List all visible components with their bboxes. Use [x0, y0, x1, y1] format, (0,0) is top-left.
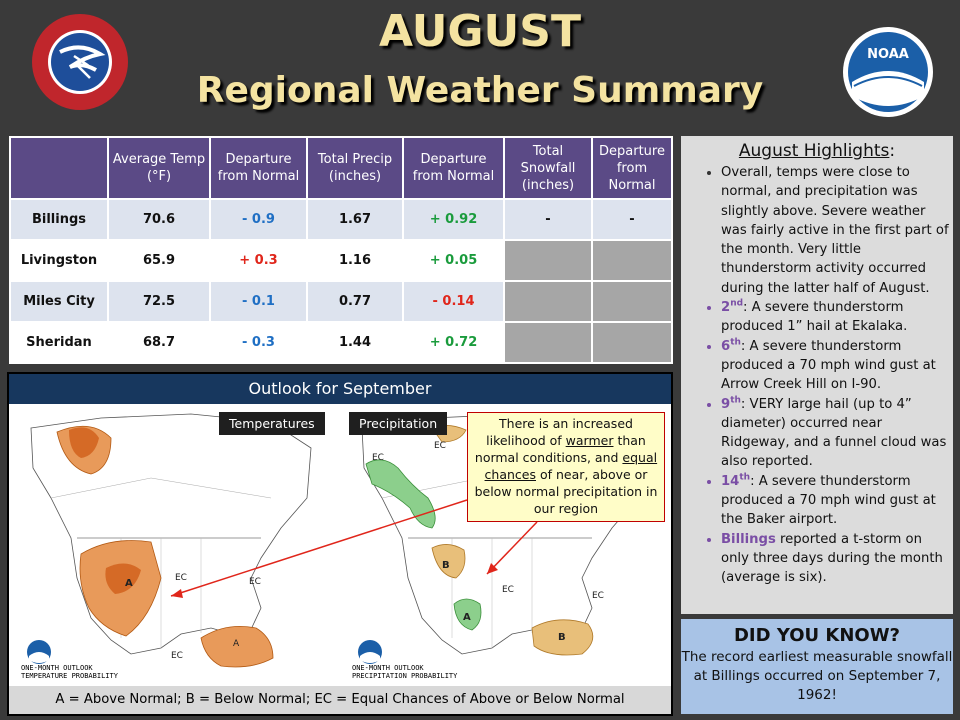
svg-text:B: B — [558, 632, 566, 643]
svg-text:EC: EC — [502, 585, 514, 595]
noaa-logo-text: NOAA — [867, 47, 909, 62]
svg-text:B: B — [442, 560, 450, 571]
city-cell: Miles City — [9, 280, 109, 323]
city-cell: Billings — [9, 198, 109, 241]
precip-departure-cell: - 0.14 — [402, 280, 505, 323]
list-item: 14th: A severe thunderstorm produced a 7… — [721, 472, 953, 530]
highlights-title: August Highlights: — [738, 141, 896, 161]
precip-map-caption-line2: PRECIPITATION PROBABILITY — [352, 672, 458, 680]
precip-cell: 1.16 — [306, 239, 404, 282]
outlook-callout: There is an increased likelihood of warm… — [467, 412, 665, 522]
list-item: 9th: VERY large hail (up to 4” diameter)… — [721, 395, 953, 472]
did-you-know-box: DID YOU KNOW? The record earliest measur… — [681, 619, 953, 714]
snow-cell: - — [503, 198, 593, 241]
page-subtitle: Regional Weather Summary — [196, 70, 764, 111]
snow-departure-cell — [591, 321, 673, 364]
precip-map-caption-line1: ONE-MONTH OUTLOOK — [352, 664, 424, 672]
snow-cell — [503, 321, 593, 364]
temperatures-label: Temperatures — [219, 412, 325, 435]
temp-cell: 68.7 — [107, 321, 211, 364]
svg-text:EC: EC — [249, 577, 261, 587]
table-row: Sheridan 68.7 - 0.3 1.44 + 0.72 — [9, 321, 673, 364]
svg-text:EC: EC — [592, 591, 604, 601]
temperature-outlook-map: A EC EC EC A ONE-MONTH OUTLOOK TEMPERATU… — [11, 408, 339, 684]
noaa-logo: NOAA — [843, 27, 933, 117]
precip-cell: 1.67 — [306, 198, 404, 241]
precip-cell: 1.44 — [306, 321, 404, 364]
temp-map-caption-line1: ONE-MONTH OUTLOOK — [21, 664, 93, 672]
temp-cell: 72.5 — [107, 280, 211, 323]
snow-departure-cell — [591, 280, 673, 323]
city-cell: Sheridan — [9, 321, 109, 364]
nws-logo — [32, 14, 128, 110]
temp-cell: 70.6 — [107, 198, 211, 241]
list-item: Overall, temps were close to normal, and… — [721, 163, 953, 298]
snow-departure-cell: - — [591, 198, 673, 241]
temp-cell: 65.9 — [107, 239, 211, 282]
outlook-legend: A = Above Normal; B = Below Normal; EC =… — [9, 686, 671, 714]
table-header-precip-departure: Departure from Normal — [402, 136, 505, 200]
list-item: Billings reported a t-storm on only thre… — [721, 530, 953, 588]
table-header-row: Average Temp (°F) Departure from Normal … — [9, 136, 673, 200]
svg-text:EC: EC — [434, 441, 446, 451]
svg-text:A: A — [125, 578, 133, 589]
snow-cell — [503, 239, 593, 282]
highlights-panel: August Highlights: Overall, temps were c… — [681, 136, 953, 614]
table-row: Billings 70.6 - 0.9 1.67 + 0.92 - - — [9, 198, 673, 241]
city-cell: Livingston — [9, 239, 109, 282]
outlook-panel: Outlook for September A EC EC EC A ONE-M… — [7, 372, 673, 716]
precip-departure-cell: + 0.92 — [402, 198, 505, 241]
table-header-snow-departure: Departure from Normal — [591, 136, 673, 200]
temp-map-caption-line2: TEMPERATURE PROBABILITY — [21, 672, 119, 680]
temp-departure-cell: - 0.1 — [209, 280, 308, 323]
temp-departure-cell: + 0.3 — [209, 239, 308, 282]
did-you-know-title: DID YOU KNOW? — [733, 625, 901, 646]
list-item: 2nd: A severe thunderstorm produced 1” h… — [721, 298, 953, 337]
table-row: Miles City 72.5 - 0.1 0.77 - 0.14 — [9, 280, 673, 323]
table-header-total-snowfall: Total Snowfall (inches) — [503, 136, 593, 200]
svg-text:A: A — [233, 639, 240, 649]
table-row: Livingston 65.9 + 0.3 1.16 + 0.05 — [9, 239, 673, 282]
page-title: AUGUST — [379, 6, 581, 57]
snow-cell — [503, 280, 593, 323]
svg-text:EC: EC — [372, 453, 384, 463]
precip-cell: 0.77 — [306, 280, 404, 323]
precipitation-label: Precipitation — [349, 412, 448, 435]
svg-text:EC: EC — [175, 573, 187, 583]
temp-departure-cell: - 0.9 — [209, 198, 308, 241]
outlook-title: Outlook for September — [9, 374, 671, 404]
table-header-corner — [9, 136, 109, 200]
temp-departure-cell: - 0.3 — [209, 321, 308, 364]
precip-departure-cell: + 0.05 — [402, 239, 505, 282]
monthly-stats-table: Average Temp (°F) Departure from Normal … — [9, 136, 673, 364]
table-header-total-precip: Total Precip (inches) — [306, 136, 404, 200]
svg-text:EC: EC — [171, 651, 183, 661]
table-header-temp-departure: Departure from Normal — [209, 136, 308, 200]
precip-departure-cell: + 0.72 — [402, 321, 505, 364]
snow-departure-cell — [591, 239, 673, 282]
highlights-list: Overall, temps were close to normal, and… — [681, 163, 953, 588]
table-header-avg-temp: Average Temp (°F) — [107, 136, 211, 200]
svg-text:A: A — [463, 612, 471, 623]
did-you-know-text: The record earliest measurable snowfall … — [681, 649, 953, 703]
list-item: 6th: A severe thunderstorm produced a 70… — [721, 337, 953, 395]
